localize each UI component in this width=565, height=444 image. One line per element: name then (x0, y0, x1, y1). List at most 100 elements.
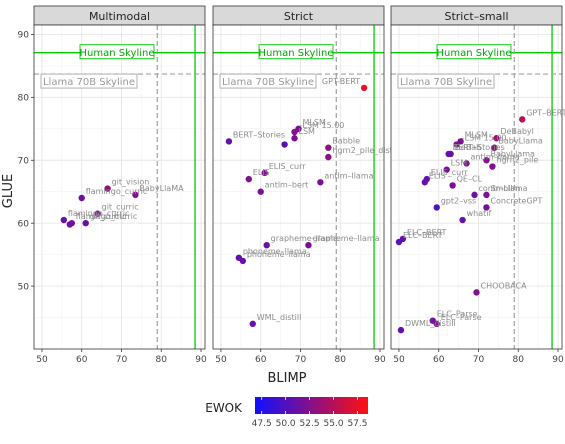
point-label: ELIS_curr (269, 162, 307, 171)
point-marker (245, 175, 252, 183)
llama-skyline-label-box (397, 73, 495, 89)
point-marker (291, 128, 298, 136)
data-point: hgrn2_pile (489, 156, 538, 170)
panel-title: Strict–small (444, 10, 508, 23)
x-tick-label: 80 (513, 355, 525, 365)
data-point: antlm–llama (317, 171, 374, 186)
y-tick-label: 90 (18, 31, 30, 41)
data-point: BabyLlama (491, 137, 543, 151)
point-label: –LSM 15.00 (461, 134, 507, 143)
point-label: MLSM (465, 130, 488, 139)
data-point: flamingo_curric (78, 187, 147, 202)
y-axis-label: GLUE (1, 174, 16, 208)
point-label: ELC–Parse (437, 310, 478, 319)
x-tick-label: 90 (195, 355, 207, 365)
point-label: git_vision (112, 178, 150, 187)
point-marker (445, 150, 452, 158)
colorbar-gradient (255, 397, 368, 414)
x-tick-label: 60 (255, 355, 267, 365)
x-tick-label: 70 (295, 355, 307, 365)
point-marker (443, 166, 450, 173)
point-marker (433, 204, 440, 211)
point-label: phoneme–llama (247, 250, 311, 259)
data-point: antlm–bert (257, 181, 308, 195)
point-label: contr–Llama (479, 184, 528, 193)
x-tick-label: 50 (393, 355, 405, 365)
point-label: git_curric (90, 212, 127, 221)
point-marker (261, 169, 268, 177)
colorbar-tick-label: 47.5 (252, 419, 272, 429)
point-label: Smollm (490, 184, 520, 193)
point-marker (281, 141, 288, 148)
llama-skyline-label-box (40, 73, 138, 89)
data-point: –LSM 15.00 (291, 121, 345, 136)
data-point (66, 221, 73, 228)
data-point: QE–CL (449, 174, 483, 189)
data-point: BERT–Stories (445, 143, 505, 158)
point-label: hgrn2_pile (496, 156, 538, 165)
x-tick-label: 60 (433, 355, 445, 365)
colorbar-tick-label: 57.5 (347, 419, 367, 429)
point-marker (225, 138, 233, 145)
data-point: BabyLlaMA (132, 184, 184, 199)
point-marker (104, 185, 111, 192)
colorbar-title: EWOK (205, 401, 243, 415)
point-marker (463, 160, 470, 167)
point-marker (257, 188, 264, 195)
data-point: ELIS_curr (261, 162, 307, 177)
point-label: flamingo_curric (68, 209, 130, 218)
data-point: gpt2–vss (433, 196, 476, 211)
colorbar-legend: EWOK 47.5 50.0 52.5 55.0 57.5 (205, 397, 368, 429)
data-point: –LSM 15.00 (453, 134, 507, 148)
human-skyline-label-box (436, 44, 512, 60)
point-marker (291, 135, 298, 142)
point-label: antlm–llama (324, 171, 373, 180)
point-marker (325, 144, 332, 151)
x-tick-label: 90 (552, 355, 564, 365)
point-label: git_curric (102, 203, 139, 212)
point-marker (489, 163, 496, 170)
point-label: hgrn2_pile_distill (332, 146, 399, 155)
point-label: LSM (299, 127, 316, 136)
panel-2: Strict Human Skyline Llama 70B Skyline GPT-… (212, 5, 400, 365)
data-point: GPT-BERT (322, 77, 368, 92)
x-tick-label: 80 (335, 355, 347, 365)
panel-border (33, 24, 206, 350)
point-marker (397, 326, 405, 334)
x-tick-label: 70 (116, 355, 128, 365)
y-tick-label: 80 (18, 94, 30, 104)
colorbar-tick-label: 52.5 (300, 419, 320, 429)
llama-skyline-label: Llama 70B Skyline (400, 77, 492, 88)
point-label: grapheme–llama (312, 234, 379, 243)
point-label: DeBabyl (500, 127, 534, 136)
data-point: ELC–BERT (395, 231, 443, 246)
point-label: BERT–Stories (233, 130, 285, 139)
point-marker (473, 289, 480, 296)
point-label: WML_distill (257, 313, 302, 322)
data-point: DeBabyl (493, 127, 534, 142)
data-point: LSM (291, 127, 316, 142)
point-marker (483, 157, 490, 164)
chart-panels: Multimodal Human Skyline Llama 70B Skyline… (18, 5, 565, 365)
data-point: grapheme–llama (263, 234, 338, 249)
point-marker (453, 141, 460, 148)
data-point: git_vision (104, 178, 149, 192)
point-label: BabyLlama (490, 149, 535, 158)
data-point: whatif (459, 209, 491, 224)
x-tick-label: 50 (36, 355, 48, 365)
y-tick-label: 50 (18, 282, 30, 292)
point-marker (317, 179, 324, 186)
point-marker (519, 116, 526, 123)
data-point: Smollm (483, 184, 521, 199)
y-tick-label: 70 (18, 156, 30, 166)
point-label: gpt2–vss (441, 196, 476, 205)
human-skyline-label: Human Skyline (80, 48, 155, 59)
x-tick-label: 80 (156, 355, 168, 365)
point-label: –LSM 15.00 (299, 121, 345, 130)
point-marker (491, 144, 498, 151)
data-point: phoneme–llama (239, 250, 311, 265)
point-label: flamingo_curric (76, 212, 138, 221)
data-point: ELIS (245, 168, 270, 183)
data-point: git_curric (94, 203, 139, 217)
panel-title: Multimodal (89, 10, 150, 23)
